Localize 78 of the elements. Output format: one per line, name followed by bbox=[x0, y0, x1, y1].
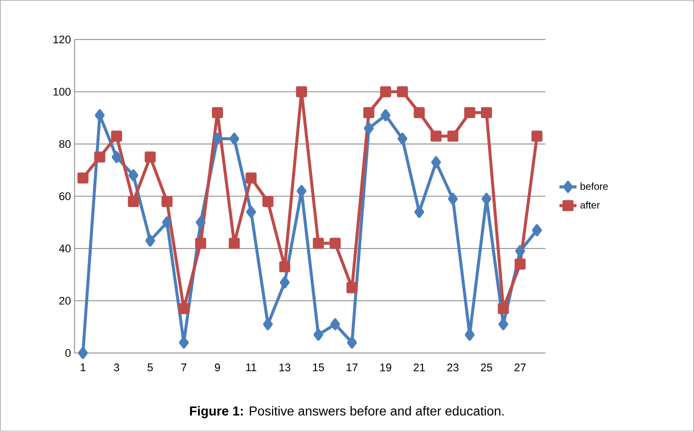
y-tick-label: 120 bbox=[54, 36, 71, 44]
point bbox=[195, 238, 206, 249]
point bbox=[162, 196, 173, 208]
point bbox=[363, 107, 374, 118]
point bbox=[228, 238, 240, 249]
point bbox=[431, 156, 441, 168]
point bbox=[246, 206, 256, 218]
point bbox=[414, 206, 424, 218]
point bbox=[263, 318, 273, 330]
point bbox=[380, 109, 390, 122]
point bbox=[229, 132, 240, 145]
point bbox=[346, 282, 358, 294]
y-tick-label: 80 bbox=[59, 140, 71, 148]
x-tick-label: 5 bbox=[148, 364, 153, 372]
x-tick-label: 3 bbox=[114, 364, 120, 372]
point bbox=[514, 258, 526, 270]
point bbox=[532, 224, 542, 236]
x-tick-label: 27 bbox=[514, 364, 526, 372]
x-tick-label: 7 bbox=[181, 364, 186, 372]
legend-label: before bbox=[580, 182, 608, 190]
point bbox=[313, 328, 324, 341]
point bbox=[111, 130, 122, 142]
point bbox=[94, 152, 106, 163]
point bbox=[347, 336, 357, 349]
point bbox=[128, 196, 139, 208]
point bbox=[145, 234, 156, 247]
point bbox=[262, 196, 274, 208]
point bbox=[447, 130, 458, 142]
x-tick-label: 23 bbox=[447, 364, 458, 372]
point bbox=[414, 107, 425, 118]
point bbox=[515, 245, 526, 258]
point bbox=[498, 318, 508, 330]
point bbox=[396, 86, 408, 98]
point bbox=[531, 130, 542, 142]
point bbox=[162, 216, 172, 229]
x-tick-label: 1 bbox=[80, 364, 86, 372]
legend-label: after bbox=[580, 201, 600, 209]
point bbox=[464, 328, 475, 341]
point bbox=[94, 109, 105, 122]
x-tick-label: 13 bbox=[279, 364, 290, 372]
x-tick-label: 21 bbox=[414, 364, 425, 372]
point bbox=[128, 170, 138, 182]
point bbox=[280, 276, 290, 289]
point bbox=[279, 261, 290, 273]
point bbox=[112, 151, 122, 164]
point bbox=[144, 152, 156, 163]
y-tick-label: 40 bbox=[59, 244, 71, 253]
x-tick-label: 9 bbox=[214, 364, 220, 372]
point bbox=[380, 86, 392, 98]
x-tick-label: 17 bbox=[346, 364, 358, 372]
point bbox=[430, 130, 442, 142]
point bbox=[398, 132, 408, 145]
y-tick-label: 60 bbox=[59, 192, 71, 200]
point bbox=[330, 238, 341, 249]
point bbox=[464, 107, 476, 118]
point bbox=[498, 303, 509, 314]
point bbox=[77, 172, 88, 184]
x-tick-label: 15 bbox=[313, 364, 324, 372]
y-tick-label: 100 bbox=[54, 88, 71, 96]
x-tick-label: 19 bbox=[380, 364, 392, 372]
text: Figure 1: Positive answers before and after education. bbox=[190, 406, 504, 418]
y-tick-label: 0 bbox=[65, 349, 71, 358]
point bbox=[364, 122, 374, 135]
point bbox=[178, 336, 189, 349]
point bbox=[196, 216, 206, 229]
point bbox=[78, 347, 88, 360]
point bbox=[212, 107, 223, 118]
point bbox=[246, 172, 257, 184]
point bbox=[178, 303, 190, 314]
point bbox=[296, 86, 308, 98]
point bbox=[330, 318, 340, 330]
y-tick-label: 20 bbox=[59, 297, 71, 305]
point bbox=[312, 238, 324, 249]
point bbox=[212, 132, 222, 145]
x-tick-label: 11 bbox=[246, 364, 256, 372]
point bbox=[448, 193, 458, 206]
x-tick-label: 25 bbox=[480, 364, 492, 372]
point bbox=[480, 107, 492, 118]
